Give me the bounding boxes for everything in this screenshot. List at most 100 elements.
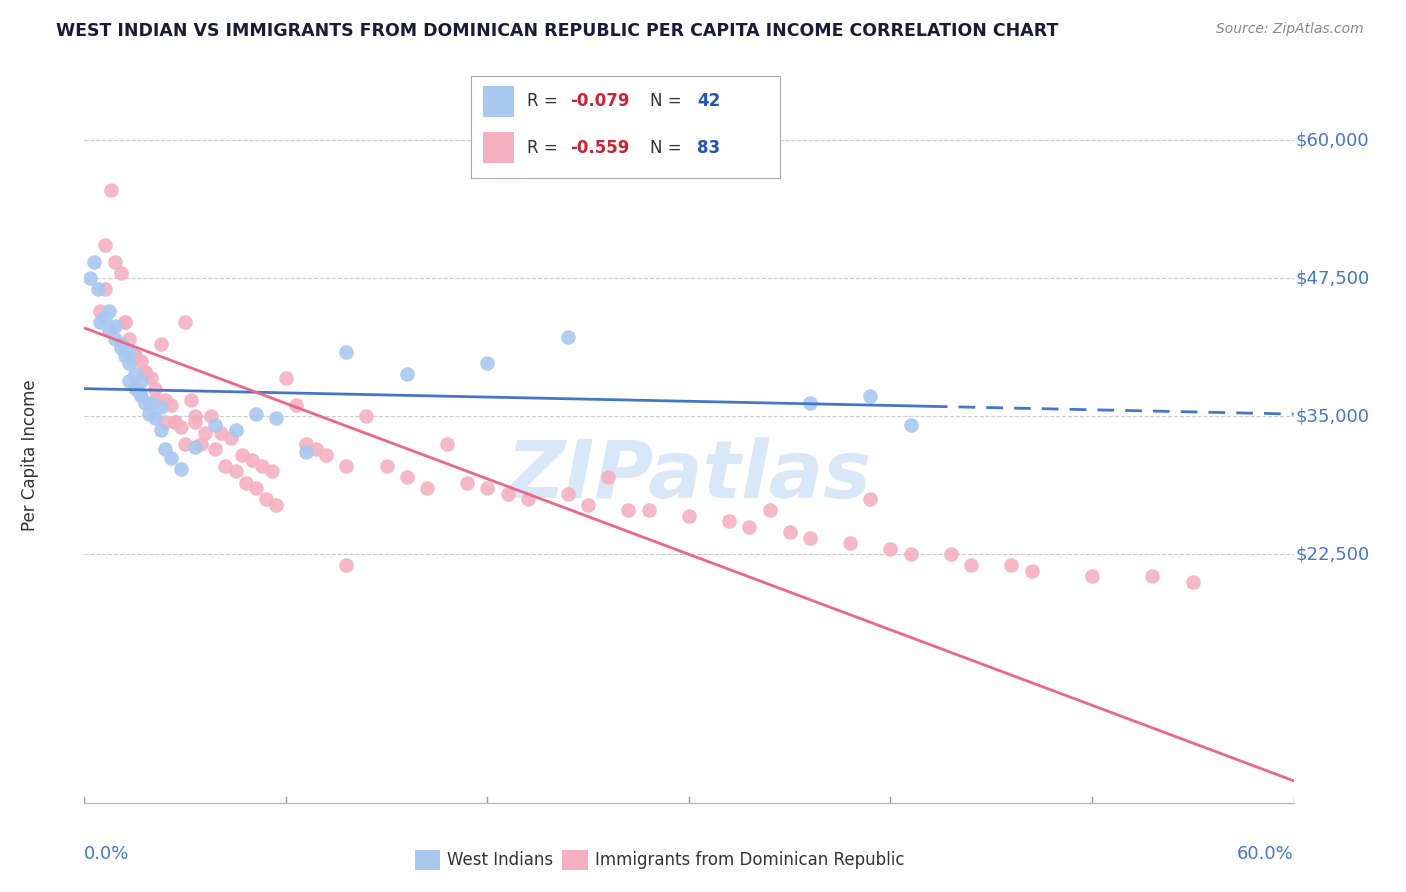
Point bbox=[900, 547, 922, 561]
Point bbox=[165, 415, 187, 429]
Point bbox=[799, 531, 821, 545]
Point bbox=[678, 508, 700, 523]
Point bbox=[799, 396, 821, 410]
Point bbox=[79, 271, 101, 285]
Point bbox=[200, 409, 222, 424]
Point bbox=[160, 451, 183, 466]
Point bbox=[124, 380, 146, 394]
Bar bbox=[484, 87, 515, 117]
Point bbox=[93, 282, 115, 296]
Point bbox=[214, 458, 236, 473]
Point bbox=[295, 437, 318, 451]
Text: ZIPatlas: ZIPatlas bbox=[506, 437, 872, 515]
Point bbox=[129, 389, 152, 403]
Point bbox=[184, 409, 207, 424]
Point bbox=[149, 401, 172, 415]
Point bbox=[93, 238, 115, 252]
Point bbox=[110, 341, 132, 355]
Text: -0.079: -0.079 bbox=[569, 93, 630, 111]
Point bbox=[516, 492, 538, 507]
Point bbox=[1000, 558, 1022, 573]
Point bbox=[174, 315, 197, 329]
Point bbox=[335, 345, 357, 359]
Point bbox=[456, 475, 478, 490]
Point bbox=[143, 392, 166, 407]
Point bbox=[114, 315, 136, 329]
Point bbox=[124, 349, 146, 363]
Point bbox=[779, 525, 801, 540]
Point bbox=[315, 448, 337, 462]
Point bbox=[87, 282, 110, 296]
Point bbox=[1081, 569, 1104, 583]
Point bbox=[305, 442, 328, 457]
Point bbox=[124, 349, 146, 363]
Point bbox=[859, 389, 882, 403]
Point bbox=[738, 519, 761, 533]
Point bbox=[110, 266, 132, 280]
Point bbox=[89, 304, 111, 318]
Point bbox=[416, 481, 439, 495]
Text: Per Capita Income: Per Capita Income bbox=[21, 379, 39, 531]
Point bbox=[139, 370, 162, 384]
Point bbox=[496, 486, 519, 500]
Point bbox=[149, 337, 172, 351]
Text: R =: R = bbox=[527, 93, 562, 111]
Point bbox=[134, 365, 156, 379]
Point bbox=[194, 425, 217, 440]
Point bbox=[1181, 574, 1204, 589]
Point bbox=[240, 453, 263, 467]
Text: $60,000: $60,000 bbox=[1296, 131, 1369, 149]
Point bbox=[395, 470, 418, 484]
Bar bbox=[484, 132, 515, 163]
Point bbox=[254, 492, 277, 507]
Point bbox=[110, 337, 132, 351]
Point bbox=[204, 442, 226, 457]
Point bbox=[143, 411, 166, 425]
Point bbox=[170, 462, 193, 476]
Text: 60.0%: 60.0% bbox=[1237, 845, 1294, 863]
Point bbox=[598, 470, 620, 484]
Point bbox=[149, 423, 172, 437]
Point bbox=[225, 465, 247, 479]
Point bbox=[129, 354, 152, 368]
Point bbox=[260, 465, 283, 479]
Point bbox=[114, 349, 136, 363]
Text: 0.0%: 0.0% bbox=[84, 845, 129, 863]
Text: West Indians: West Indians bbox=[447, 851, 553, 869]
Text: R =: R = bbox=[527, 138, 562, 157]
Text: 42: 42 bbox=[697, 93, 720, 111]
Point bbox=[235, 475, 257, 490]
Point bbox=[335, 558, 357, 573]
Point bbox=[165, 415, 187, 429]
Point bbox=[264, 498, 287, 512]
Point bbox=[138, 407, 160, 421]
Point bbox=[118, 345, 141, 359]
Point bbox=[1021, 564, 1043, 578]
Point bbox=[118, 356, 141, 370]
Point bbox=[284, 398, 308, 412]
Point bbox=[139, 396, 162, 410]
Point bbox=[174, 437, 197, 451]
Point bbox=[225, 423, 247, 437]
Point bbox=[184, 440, 207, 454]
Point bbox=[231, 448, 253, 462]
Point bbox=[89, 315, 111, 329]
Point bbox=[118, 332, 141, 346]
Point bbox=[221, 431, 243, 445]
Point bbox=[245, 481, 267, 495]
Text: N =: N = bbox=[651, 138, 688, 157]
Text: $22,500: $22,500 bbox=[1296, 545, 1371, 564]
Point bbox=[114, 315, 136, 329]
Point bbox=[960, 558, 983, 573]
Point bbox=[859, 492, 882, 507]
Point bbox=[264, 411, 287, 425]
Point bbox=[295, 444, 318, 458]
Point bbox=[718, 514, 741, 528]
Point bbox=[180, 392, 202, 407]
Point bbox=[153, 442, 176, 457]
Point bbox=[129, 374, 152, 388]
Point bbox=[97, 323, 120, 337]
Point bbox=[190, 437, 212, 451]
Point bbox=[118, 374, 141, 388]
Point bbox=[477, 356, 499, 370]
